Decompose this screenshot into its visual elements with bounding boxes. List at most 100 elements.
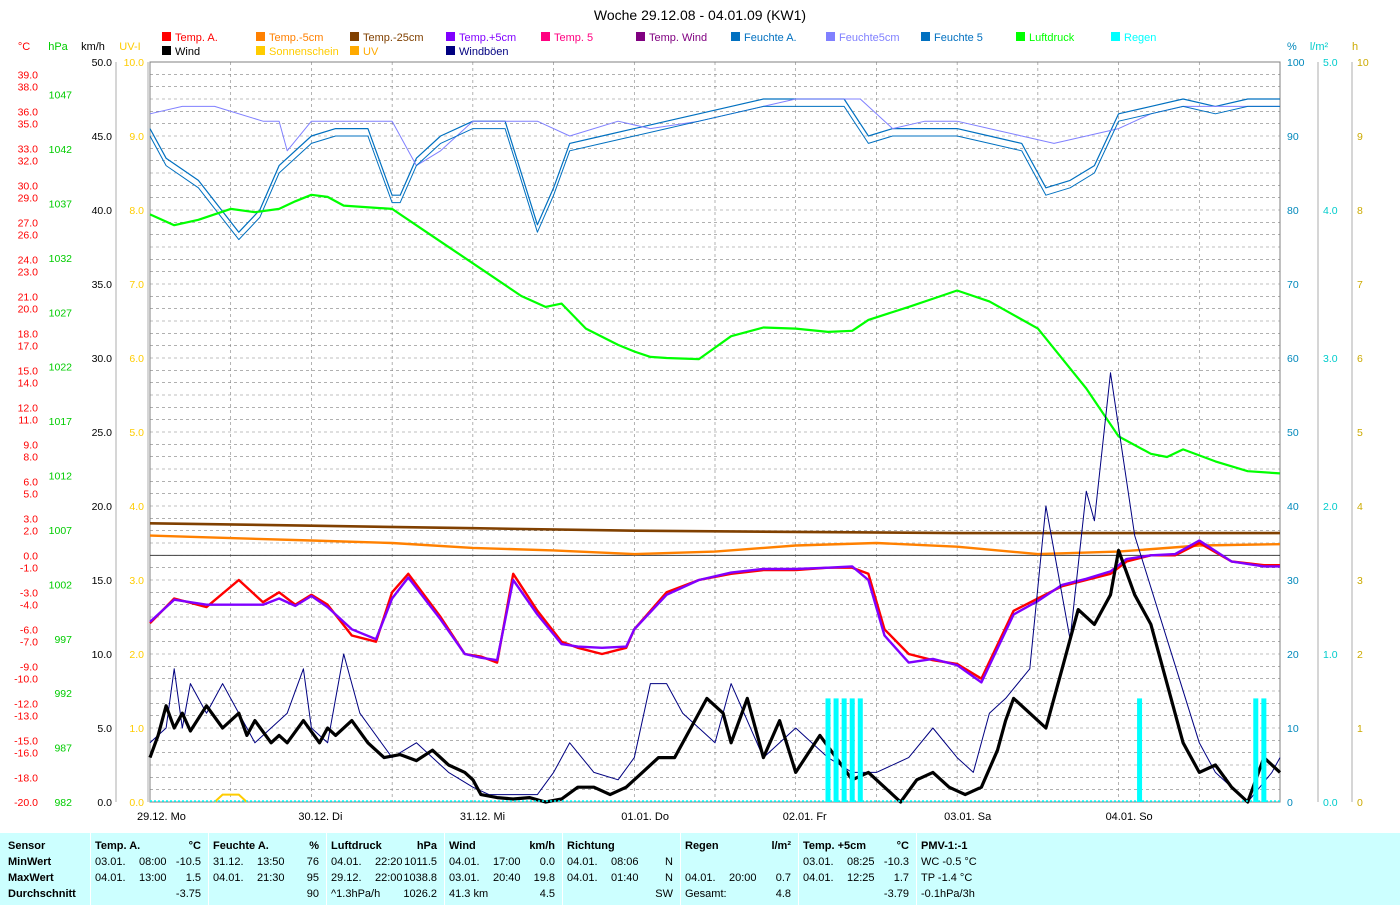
stats-number: 1038.8 <box>403 872 437 884</box>
axis-label-percent: % <box>1287 41 1297 53</box>
tick-label-h: 2 <box>1357 649 1363 661</box>
tick-label-celsius: 2.0 <box>23 526 38 538</box>
legend-swatch <box>1016 32 1025 41</box>
tick-label-celsius: -1.0 <box>20 563 38 575</box>
stats-date: 41.3 km <box>449 888 489 900</box>
stats-date: 04.01. <box>803 872 834 884</box>
legend-swatch <box>256 32 265 41</box>
tick-label-hpa: 1027 <box>49 307 73 319</box>
day-label: 30.12. Di <box>298 811 342 823</box>
legend-label: UV <box>363 46 379 58</box>
tick-label-uvi: 1.0 <box>129 723 144 735</box>
legend-label: Windböen <box>459 46 509 58</box>
stats-value: TP -1.4 °C <box>921 872 973 884</box>
rain-bar <box>841 698 847 802</box>
day-label: 03.01. Sa <box>944 811 992 823</box>
rain-bar <box>849 698 855 802</box>
tick-label-h: 1 <box>1357 723 1363 735</box>
tick-label-celsius: 29.0 <box>18 193 39 205</box>
stats-unit: °C <box>188 840 201 852</box>
stats-time: 01:40 <box>611 872 639 884</box>
tick-label-hpa: 997 <box>54 634 72 646</box>
axis-label-uvi: UV-I <box>119 41 140 53</box>
rain-bar <box>833 698 839 802</box>
tick-label-celsius: 6.0 <box>23 476 38 488</box>
tick-label-percent: 0 <box>1287 797 1293 809</box>
stats-unit: km/h <box>529 840 555 852</box>
stats-header: Regen <box>685 840 719 852</box>
legend-label: Feuchte5cm <box>839 32 900 44</box>
tick-label-celsius: 0.0 <box>23 550 38 562</box>
tick-label-percent: 40 <box>1287 501 1299 513</box>
tick-label-h: 0 <box>1357 797 1363 809</box>
legend-label: Temp.+5cm <box>459 32 516 44</box>
tick-label-uvi: 4.0 <box>129 501 144 513</box>
stats-column: PMV-1:-1 WC -0.5 °C TP -1.4 °C -0.1hPa/3h <box>916 833 1037 905</box>
stats-number: 76 <box>306 856 319 868</box>
stats-time: 08:00 <box>139 856 167 868</box>
tick-label-kmh: 20.0 <box>92 501 113 513</box>
rain-bar <box>825 698 831 802</box>
legend-swatch <box>162 32 171 41</box>
tick-label-percent: 80 <box>1287 205 1299 217</box>
tick-label-celsius: -12.0 <box>14 698 38 710</box>
stats-column: Sensor MinWert MaxWert Durchschnitt <box>4 833 88 905</box>
statistics-panel: Sensor MinWert MaxWert Durchschnitt Temp. A.… <box>0 833 1400 905</box>
stats-value: MinWert <box>8 856 52 868</box>
tick-label-celsius: -20.0 <box>14 797 38 809</box>
legend-label: Feuchte A. <box>744 32 797 44</box>
tick-label-celsius: -18.0 <box>14 772 38 784</box>
tick-label-celsius: -15.0 <box>14 735 38 747</box>
tick-label-percent: 90 <box>1287 131 1299 143</box>
rain-bar <box>1261 698 1267 802</box>
tick-label-hpa: 987 <box>54 743 72 755</box>
stats-number: 19.8 <box>533 872 555 884</box>
day-label: 31.12. Mi <box>460 811 505 823</box>
chart-title: Woche 29.12.08 - 04.01.09 (KW1) <box>594 7 806 23</box>
tick-label-hpa: 1042 <box>49 144 73 156</box>
tick-label-celsius: 9.0 <box>23 439 38 451</box>
stats-time: 17:00 <box>493 856 521 868</box>
axes: °C -20.0 -18.0 -16.0-15.0 -13.0-12.0 -10.0-9.… <box>14 41 1369 809</box>
stats-column: Wind km/h 04.01. 17:00 0.0 03.01. 20:40 19.8 41.… <box>444 833 561 905</box>
rain-bar <box>1253 698 1259 802</box>
legend-label: Temp.-5cm <box>269 32 323 44</box>
stats-number: SW <box>655 888 673 900</box>
legend-label: Temp. Wind <box>649 32 707 44</box>
tick-label-hpa: 1022 <box>49 362 73 374</box>
stats-value: -0.1hPa/3h <box>921 888 975 900</box>
series-line-temp-5cm <box>149 534 1281 556</box>
tick-label-celsius: 30.0 <box>18 180 39 192</box>
legend-label: Wind <box>175 46 200 58</box>
tick-label-kmh: 30.0 <box>92 353 113 365</box>
stats-column: Richtung 04.01. 08:06 N 04.01. 01:40 N SW <box>562 833 679 905</box>
tick-label-hpa: 1002 <box>49 579 73 591</box>
day-label: 01.01. Do <box>621 811 669 823</box>
tick-label-celsius: -10.0 <box>14 674 38 686</box>
tick-label-hpa: 1032 <box>49 253 73 265</box>
tick-label-celsius: 17.0 <box>18 341 39 353</box>
legend-label: Feuchte 5 <box>934 32 983 44</box>
tick-label-hpa: 1017 <box>49 416 73 428</box>
legend-label: Regen <box>1124 32 1156 44</box>
tick-label-hpa: 1007 <box>49 525 73 537</box>
stats-date: 04.01. <box>567 872 598 884</box>
stats-header: PMV-1:-1 <box>921 840 968 852</box>
series-line-wind <box>148 548 1282 804</box>
stats-time: 08:25 <box>847 856 875 868</box>
tick-label-h: 9 <box>1357 131 1363 143</box>
legend-swatch <box>350 32 359 41</box>
tick-label-percent: 70 <box>1287 279 1299 291</box>
stats-time: 08:06 <box>611 856 639 868</box>
rain-bar <box>1137 698 1143 802</box>
tick-label-hpa: 1012 <box>49 471 73 483</box>
tick-label-celsius: 18.0 <box>18 328 39 340</box>
tick-label-uvi: 0.0 <box>129 797 144 809</box>
tick-label-celsius: 38.0 <box>18 82 39 94</box>
stats-number: -10.3 <box>883 856 909 868</box>
tick-label-celsius: 24.0 <box>18 254 39 266</box>
stats-date: 04.01. <box>449 856 480 868</box>
legend-label: Temp.-25cm <box>363 32 424 44</box>
tick-label-lm2: 5.0 <box>1323 57 1338 69</box>
stats-column: Feuchte A.% 31.12. 13:50 76 04.01. 21:30 95 90 <box>208 833 325 905</box>
